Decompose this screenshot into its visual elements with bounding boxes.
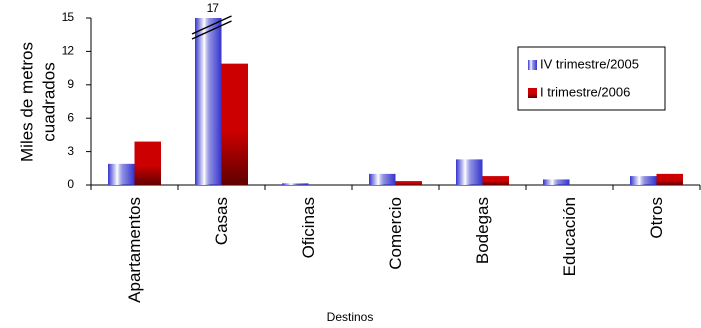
y-tick-label: 12	[62, 44, 75, 58]
y-axis-label: Miles de metros cuadrados	[17, 42, 58, 162]
bar	[656, 173, 683, 185]
bar	[543, 179, 570, 185]
y-tick-label: 15	[62, 10, 75, 24]
x-tick-label: Comercio	[386, 197, 405, 270]
x-tick-label: Oficinas	[299, 197, 318, 258]
x-tick-label: Educación	[560, 197, 579, 276]
y-tick-label: 9	[67, 77, 74, 91]
bar	[221, 63, 248, 185]
break-mark	[191, 15, 232, 35]
data-label: 17	[207, 1, 220, 15]
legend-box	[517, 46, 666, 111]
legend-swatch	[528, 60, 537, 70]
legend-label: IV trimestre/2005	[540, 56, 639, 71]
x-tick-label: Otros	[647, 197, 666, 239]
plot-area	[108, 18, 683, 185]
x-tick-label: Casas	[212, 197, 231, 245]
y-axis-label-line: cuadrados	[39, 62, 58, 141]
legend-swatch	[528, 88, 537, 98]
bar	[282, 183, 309, 185]
y-tick-label: 3	[67, 144, 74, 158]
bar	[482, 176, 509, 185]
break-mark	[191, 20, 232, 40]
bar	[456, 159, 483, 185]
x-tick-label: Apartamentos	[125, 197, 144, 303]
bar	[369, 173, 396, 185]
bar	[395, 181, 422, 185]
x-tick-label: Bodegas	[473, 197, 492, 264]
bar	[134, 141, 161, 185]
bar	[195, 18, 222, 185]
x-axis-label: Destinos	[327, 310, 374, 324]
y-axis-label-line: Miles de metros	[17, 42, 36, 162]
bar	[630, 176, 657, 185]
y-tick-label: 0	[67, 177, 74, 191]
bar	[108, 163, 135, 185]
legend-label: I trimestre/2006	[540, 84, 630, 99]
y-tick-label: 6	[67, 110, 74, 124]
